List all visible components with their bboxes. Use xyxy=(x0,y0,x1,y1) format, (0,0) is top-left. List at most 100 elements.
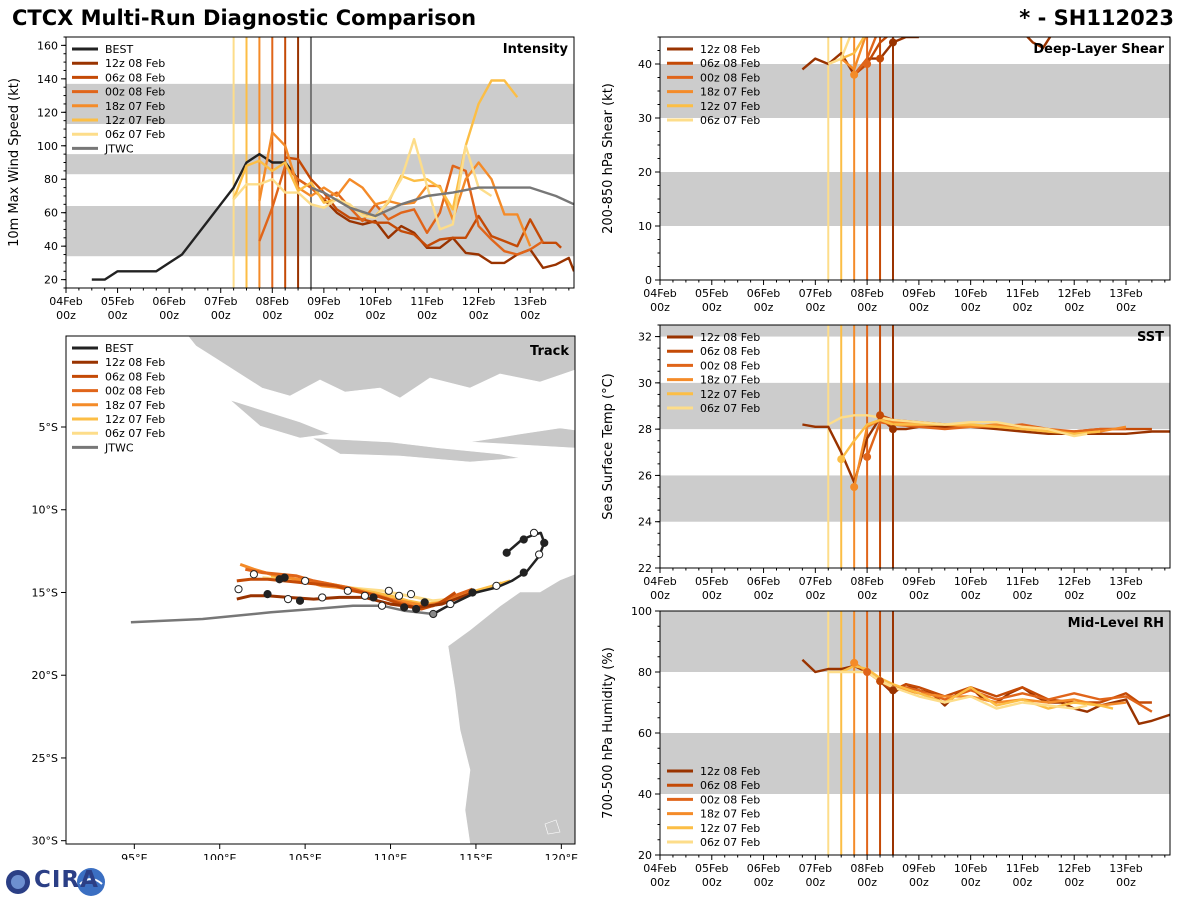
track-point xyxy=(295,596,305,605)
x-tick-label-date: 13Feb xyxy=(1109,575,1142,588)
storm-id: * - SH112023 xyxy=(1019,6,1174,30)
x-tick-label-date: 08Feb xyxy=(850,575,883,588)
legend-label-12z-08-feb: 12z 08 Feb xyxy=(105,356,165,369)
x-tick-label-hour: 00z xyxy=(702,876,722,889)
land-mass xyxy=(187,336,575,399)
legend-label-18z-07-feb: 18z 07 Feb xyxy=(105,100,165,113)
lat-tick-label: 5°S xyxy=(39,421,58,434)
logo-emblem-icon xyxy=(6,868,105,896)
lat-tick-label: 30°S xyxy=(32,835,58,848)
x-tick-label-hour: 00z xyxy=(909,876,929,889)
y-axis-label: 200-850 hPa Shear (kt) xyxy=(601,83,616,234)
init-point-12z-08-feb xyxy=(888,686,897,695)
legend-label-12z-07-feb: 12z 07 Feb xyxy=(700,388,760,401)
legend-label-12z-07-feb: 12z 07 Feb xyxy=(700,822,760,835)
shear-chart: 01020304004Feb00z05Feb00z06Feb00z07Feb00… xyxy=(601,36,1171,314)
x-tick-label-hour: 00z xyxy=(805,301,825,314)
intensity-chart: 2040608010012014016004Feb00z05Feb00z06Fe… xyxy=(7,36,575,322)
legend-label-best: BEST xyxy=(105,43,133,56)
plot-area xyxy=(66,37,574,288)
y-tick-label: 20 xyxy=(638,849,652,862)
legend-label-00z-08-feb: 00z 08 Feb xyxy=(105,86,165,99)
track-point xyxy=(400,603,409,612)
y-tick-label: 30 xyxy=(638,112,652,125)
track-point xyxy=(429,609,438,619)
legend-label-06z-08-feb: 06z 08 Feb xyxy=(105,71,165,84)
x-tick-label-hour: 00z xyxy=(56,309,76,322)
legend-label-00z-08-feb: 00z 08 Feb xyxy=(700,359,760,372)
series-line-jtwc xyxy=(310,186,574,218)
lon-tick-label: 115°E xyxy=(459,852,492,860)
plot-area xyxy=(660,37,1170,280)
x-tick-label-date: 08Feb xyxy=(850,287,883,300)
x-tick-label-date: 13Feb xyxy=(1109,862,1142,875)
track-point xyxy=(263,590,272,599)
track-point xyxy=(369,593,378,602)
lat-tick-label: 25°S xyxy=(32,752,58,765)
legend-label-00z-08-feb: 00z 08 Feb xyxy=(105,385,165,398)
x-tick-label-hour: 00z xyxy=(211,309,231,322)
series-line-06z-08-feb xyxy=(879,680,1152,704)
x-tick-label-hour: 00z xyxy=(1116,301,1136,314)
shaded-band xyxy=(660,64,1170,118)
chart-title: Track xyxy=(530,344,569,359)
y-tick-label: 26 xyxy=(638,469,652,482)
x-tick-label-hour: 00z xyxy=(650,301,670,314)
chart-title: Mid-Level RH xyxy=(1068,616,1164,631)
legend-label-12z-07-feb: 12z 07 Feb xyxy=(105,114,165,127)
track-point xyxy=(234,585,243,594)
x-tick-label-date: 06Feb xyxy=(747,287,780,300)
x-tick-label-date: 10Feb xyxy=(954,862,987,875)
x-tick-label-hour: 00z xyxy=(754,876,774,889)
track-point xyxy=(502,548,511,557)
y-axis-label: 700-500 hPa Humidity (%) xyxy=(601,647,616,819)
series-line-18z-07-feb xyxy=(840,37,867,71)
x-tick-label-hour: 00z xyxy=(754,301,774,314)
track-point xyxy=(384,586,393,595)
chart-title: Intensity xyxy=(503,42,569,57)
track-point xyxy=(275,575,284,584)
legend-label-jtwc: JTWC xyxy=(104,441,134,454)
logo-text: CIRA xyxy=(34,867,99,893)
track-point xyxy=(318,593,327,602)
shaded-band xyxy=(66,206,574,257)
x-tick-label-date: 05Feb xyxy=(695,575,728,588)
legend-label-06z-07-feb: 06z 07 Feb xyxy=(105,128,165,141)
x-tick-label-date: 10Feb xyxy=(954,575,987,588)
x-tick-label-date: 06Feb xyxy=(152,295,185,308)
track-line-jtwc xyxy=(130,604,434,624)
map-frame xyxy=(65,335,576,845)
track-point xyxy=(446,599,455,609)
track-point xyxy=(377,601,387,610)
y-tick-label: 0 xyxy=(645,274,652,287)
shaded-band xyxy=(66,83,574,125)
x-tick-label-date: 11Feb xyxy=(1006,287,1039,300)
legend-label-18z-07-feb: 18z 07 Feb xyxy=(700,374,760,387)
y-tick-label: 10 xyxy=(638,220,652,233)
chart-title: Deep-Layer Shear xyxy=(1033,42,1164,57)
x-tick-label-date: 12Feb xyxy=(1057,287,1090,300)
x-tick-label-hour: 00z xyxy=(469,309,489,322)
x-tick-label-hour: 00z xyxy=(1013,301,1033,314)
y-tick-label: 20 xyxy=(638,166,652,179)
x-tick-label-hour: 00z xyxy=(857,876,877,889)
track-point xyxy=(406,590,416,599)
x-tick-label-date: 13Feb xyxy=(513,295,546,308)
legend-label-06z-08-feb: 06z 08 Feb xyxy=(105,370,165,383)
x-tick-label-hour: 00z xyxy=(961,876,981,889)
legend-label-00z-08-feb: 00z 08 Feb xyxy=(700,793,760,806)
track-point xyxy=(492,581,501,590)
legend-label-12z-07-feb: 12z 07 Feb xyxy=(700,100,760,113)
x-tick-label-date: 09Feb xyxy=(902,575,935,588)
y-tick-label: 160 xyxy=(37,39,58,52)
series-line-12z-07-feb xyxy=(840,664,1114,710)
x-tick-label-hour: 00z xyxy=(1116,589,1136,602)
land-mass xyxy=(544,819,561,835)
legend-label-00z-08-feb: 00z 08 Feb xyxy=(700,71,760,84)
track-point xyxy=(394,591,404,600)
x-tick-label-date: 07Feb xyxy=(799,287,832,300)
x-tick-label-hour: 00z xyxy=(1064,589,1084,602)
track-point xyxy=(249,570,258,579)
series-line-18z-07-feb xyxy=(258,131,532,247)
track-point xyxy=(301,576,310,585)
